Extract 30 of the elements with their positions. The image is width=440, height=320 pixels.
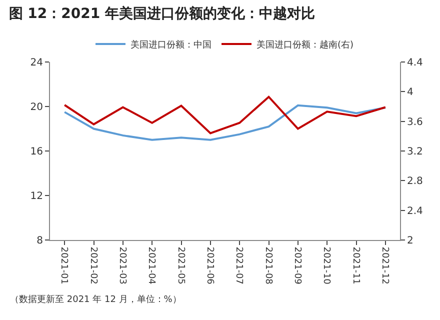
text: （数据更新至 2021 年 12 月，单位：%） — [10, 294, 182, 305]
line-series — [64, 96, 386, 134]
x-tick-label: 2021-08 — [262, 246, 273, 285]
x-tick-label: 2021-03 — [116, 246, 127, 284]
y2-tick-label: 4.4 — [407, 58, 423, 68]
line-series — [64, 104, 386, 141]
y-tick-label: 12 — [30, 191, 43, 202]
legend-label: 美国进口份额：越南(右) — [256, 39, 354, 50]
y-tick-label: 24 — [30, 58, 43, 68]
y2-tick-label: 2.8 — [407, 176, 423, 188]
y-tick-label: 16 — [30, 146, 43, 158]
y2-tick-label: 2.4 — [407, 206, 423, 217]
y2-tick-label: 2 — [407, 236, 414, 246]
x-tick-label: 2021-02 — [88, 246, 98, 284]
y-tick-label: 8 — [36, 236, 43, 246]
x-tick-label: 2021-04 — [146, 246, 156, 285]
x-tick-label: 2021-09 — [292, 246, 302, 285]
legend-label: 美国进口份额：中国 — [130, 39, 212, 50]
x-tick-label: 2021-11 — [350, 246, 360, 284]
chart-title: 图 12：2021 年美国进口份额的变化：中越对比 — [8, 4, 316, 22]
x-tick-label: 2021-07 — [234, 246, 244, 284]
x-tick-label: 2021-05 — [175, 246, 186, 284]
x-tick-label: 2021-06 — [204, 246, 214, 285]
y2-tick-label: 3.6 — [407, 116, 423, 128]
y2-tick-label: 4 — [407, 87, 414, 98]
x-tick-label: 2021-12 — [379, 246, 390, 284]
x-tick-label: 2021-01 — [58, 246, 69, 284]
x-tick-label: 2021-10 — [321, 246, 332, 285]
y-tick-label: 20 — [30, 102, 43, 113]
y2-tick-label: 3.2 — [407, 146, 423, 158]
